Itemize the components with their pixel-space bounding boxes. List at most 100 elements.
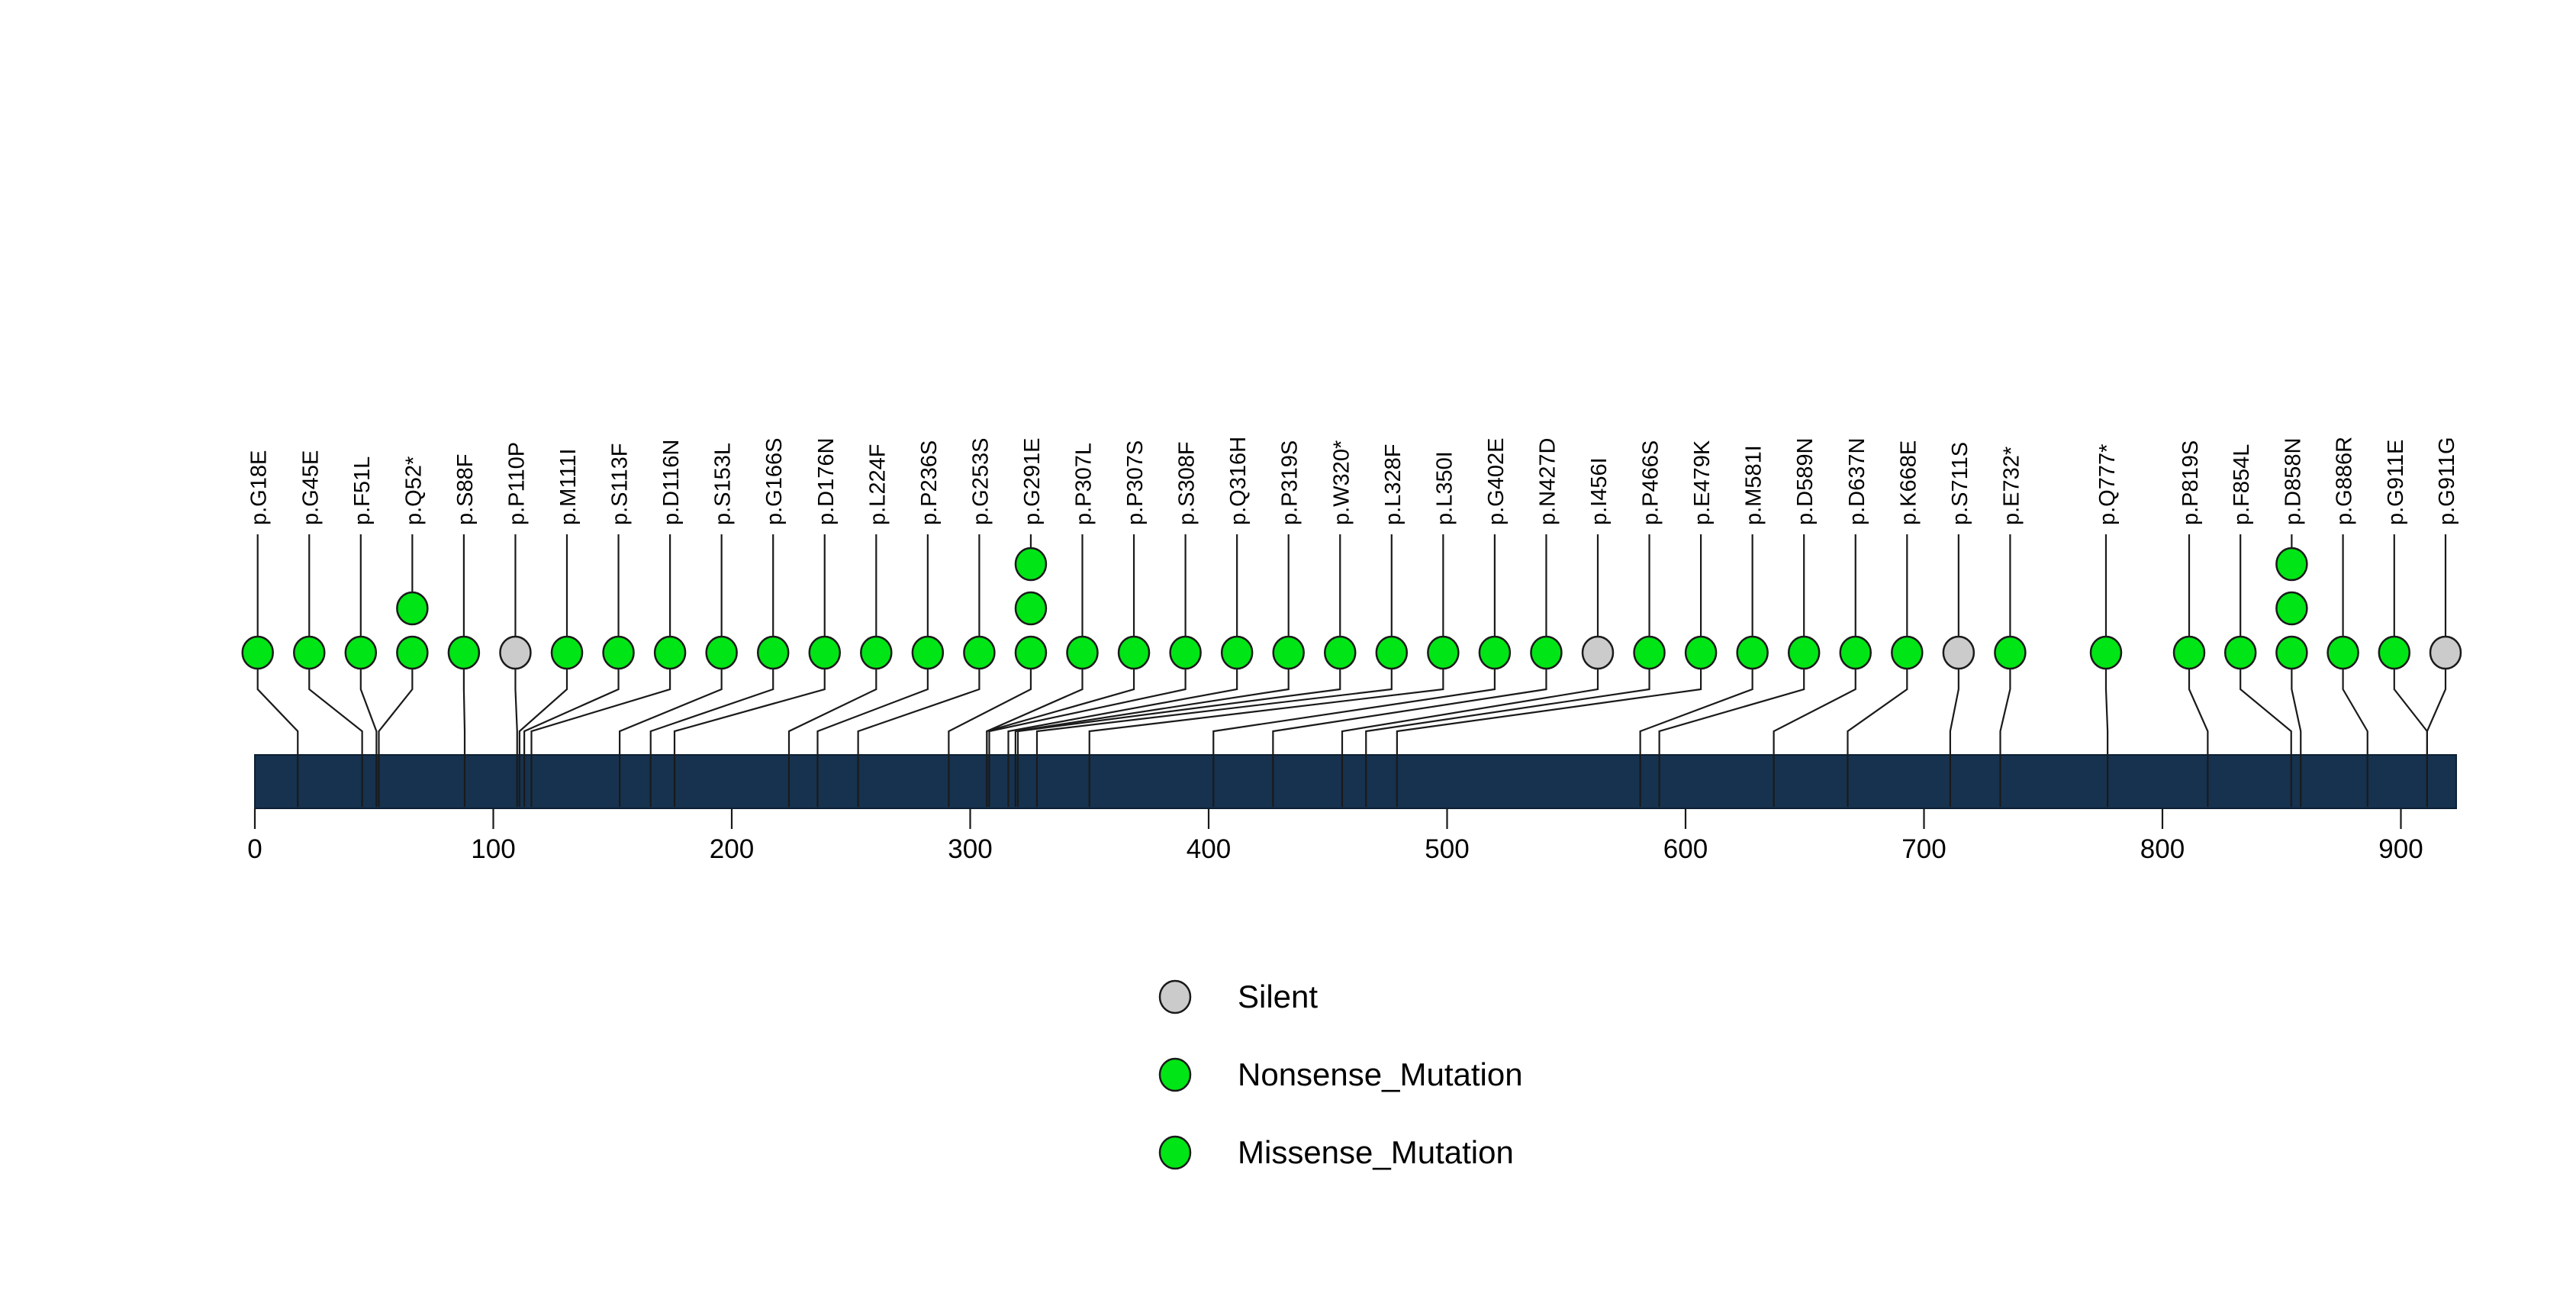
connector-line bbox=[1035, 669, 1393, 807]
mutation-circle bbox=[756, 635, 790, 670]
mutation-label: p.G253S bbox=[968, 438, 993, 525]
mutation-circle bbox=[963, 635, 996, 670]
connector-line bbox=[1365, 669, 1650, 807]
mutation-circle bbox=[1530, 635, 1563, 670]
mutation-circle bbox=[241, 635, 274, 670]
mutation-circle bbox=[1891, 635, 1924, 670]
mutation-label: p.G18E bbox=[247, 450, 272, 525]
mutation-circle bbox=[2275, 635, 2308, 670]
mutation-label: p.G166S bbox=[762, 438, 787, 525]
mutation-circle bbox=[1014, 547, 1048, 582]
connector-line bbox=[2426, 669, 2447, 807]
mutation-circles bbox=[241, 547, 2462, 670]
axis-tick-label: 600 bbox=[1663, 834, 1708, 864]
mutation-circle bbox=[1994, 635, 2027, 670]
mutation-circle bbox=[1324, 635, 1357, 670]
mutation-circle bbox=[911, 635, 945, 670]
legend: Silent Nonsense_Mutation Missense_Mutation bbox=[1158, 979, 1523, 1170]
legend-item-label: Missense_Mutation bbox=[1238, 1134, 1514, 1170]
mutation-circle bbox=[396, 591, 429, 626]
legend-item-label: Nonsense_Mutation bbox=[1238, 1056, 1523, 1092]
protein-bar bbox=[254, 754, 2457, 809]
axis-tick-label: 700 bbox=[1901, 834, 1946, 864]
mutation-label: p.N427D bbox=[1535, 438, 1560, 525]
mutation-circle bbox=[653, 635, 687, 670]
mutation-circle bbox=[1633, 635, 1666, 670]
mutation-circle bbox=[860, 635, 893, 670]
mutation-circle bbox=[1375, 635, 1409, 670]
mutation-label: p.L328F bbox=[1381, 444, 1406, 525]
mutation-circle bbox=[1942, 635, 1975, 670]
connector-line bbox=[1014, 669, 1290, 807]
mutation-circle bbox=[2429, 635, 2462, 670]
connector-line bbox=[619, 669, 723, 807]
mutation-label: p.G402E bbox=[1484, 438, 1509, 525]
mutation-label: p.G886R bbox=[2333, 437, 2357, 525]
connector-line bbox=[308, 669, 363, 807]
mutation-label: p.F854L bbox=[2230, 444, 2254, 525]
connector-line bbox=[462, 669, 466, 807]
mutation-label: p.Q777* bbox=[2095, 444, 2120, 525]
connector-line bbox=[988, 669, 1187, 807]
mutation-circle bbox=[2172, 635, 2206, 670]
mutation-circle bbox=[1478, 635, 1512, 670]
mutation-label: p.D858N bbox=[2281, 438, 2305, 525]
mutation-circle bbox=[447, 635, 481, 670]
connector-line bbox=[2104, 669, 2109, 807]
mutation-label: p.G45E bbox=[298, 450, 323, 525]
connector-line bbox=[1212, 669, 1496, 807]
mutation-label: p.W320* bbox=[1329, 440, 1354, 525]
connector-line bbox=[1396, 669, 1702, 807]
mutation-label: p.P110P bbox=[504, 442, 529, 525]
mutation-label: p.M111I bbox=[556, 449, 581, 525]
mutation-label: p.L350I bbox=[1432, 451, 1457, 525]
mutation-circle bbox=[808, 635, 841, 670]
connector-line bbox=[1949, 669, 1959, 807]
connector-line bbox=[530, 669, 671, 807]
mutation-circle bbox=[1117, 635, 1151, 670]
connector-line bbox=[948, 669, 1032, 807]
mutation-circle bbox=[1066, 635, 1099, 670]
connector-line bbox=[1272, 669, 1547, 807]
mutation-label: p.P319S bbox=[1278, 440, 1302, 525]
connector-line bbox=[1341, 669, 1599, 807]
connector-line bbox=[1088, 669, 1444, 807]
protein-bar-group bbox=[254, 754, 2457, 809]
mutation-circle bbox=[2223, 635, 2257, 670]
axis-tick-label: 200 bbox=[710, 834, 754, 864]
mutation-label: p.P819S bbox=[2178, 440, 2203, 525]
legend-swatch bbox=[1158, 979, 1192, 1014]
mutation-circle bbox=[1684, 635, 1718, 670]
mutation-circle bbox=[344, 635, 378, 670]
connector-line bbox=[857, 669, 980, 807]
mutation-label: p.S308F bbox=[1175, 441, 1199, 525]
mutation-circle bbox=[396, 635, 429, 670]
mutation-label: p.P466S bbox=[1639, 440, 1663, 525]
mutation-label: p.S153L bbox=[711, 443, 736, 525]
connector-lines bbox=[256, 669, 2447, 807]
connector-line bbox=[518, 669, 568, 807]
mutation-label: p.L224F bbox=[865, 444, 890, 525]
connector-line bbox=[787, 669, 877, 807]
mutation-label: p.D637N bbox=[1845, 438, 1869, 525]
mutation-circle bbox=[499, 635, 532, 670]
mutation-circle bbox=[550, 635, 584, 670]
connector-line bbox=[514, 669, 518, 807]
label-lines bbox=[256, 534, 2447, 637]
mutation-label: p.E732* bbox=[1999, 447, 2024, 525]
mutation-label: p.F51L bbox=[350, 456, 375, 525]
legend-item: Nonsense_Mutation bbox=[1158, 1056, 1523, 1092]
mutation-label: p.I456I bbox=[1587, 457, 1612, 525]
connector-line bbox=[2188, 669, 2209, 807]
connector-line bbox=[1007, 669, 1238, 807]
connector-line bbox=[378, 669, 414, 807]
axis-tick-label: 100 bbox=[471, 834, 515, 864]
connector-line bbox=[1016, 669, 1341, 807]
mutation-label: p.G911G bbox=[2435, 437, 2459, 525]
mutation-circle bbox=[1014, 591, 1048, 626]
mutation-label: p.P236S bbox=[917, 440, 942, 525]
mutation-circle bbox=[1014, 635, 1048, 670]
mutation-label: p.G291E bbox=[1020, 438, 1045, 525]
mutation-circle bbox=[2378, 635, 2411, 670]
